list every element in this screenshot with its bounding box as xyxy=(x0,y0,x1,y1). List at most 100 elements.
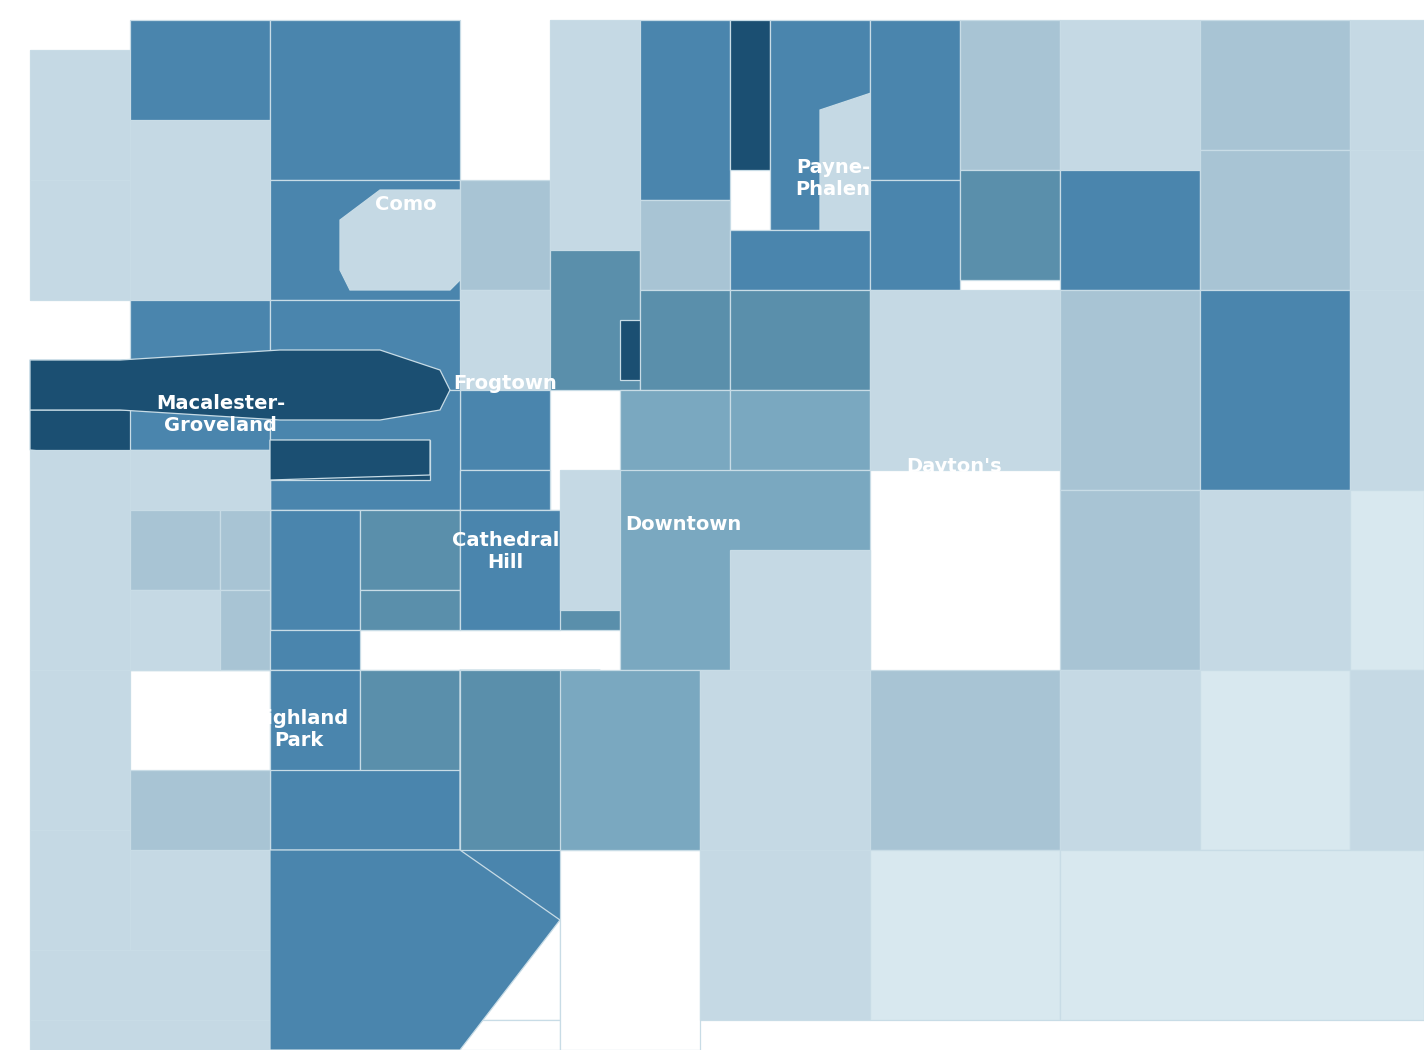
Polygon shape xyxy=(560,670,701,850)
Polygon shape xyxy=(271,510,460,630)
Polygon shape xyxy=(30,180,169,300)
Polygon shape xyxy=(271,20,460,180)
Polygon shape xyxy=(619,390,731,510)
Polygon shape xyxy=(219,510,271,590)
Polygon shape xyxy=(30,1020,271,1050)
Polygon shape xyxy=(731,230,870,290)
Polygon shape xyxy=(271,390,460,510)
Polygon shape xyxy=(360,670,460,770)
Polygon shape xyxy=(360,590,460,630)
Polygon shape xyxy=(30,350,450,420)
Text: Highland
Park: Highland Park xyxy=(251,709,347,751)
Polygon shape xyxy=(550,20,639,250)
Text: Macalester-
Groveland: Macalester- Groveland xyxy=(157,394,285,436)
Polygon shape xyxy=(460,1020,560,1050)
Polygon shape xyxy=(1059,20,1200,170)
Polygon shape xyxy=(130,450,271,670)
Polygon shape xyxy=(870,290,1059,470)
Polygon shape xyxy=(731,390,870,470)
Polygon shape xyxy=(639,200,731,290)
Polygon shape xyxy=(271,180,460,300)
Polygon shape xyxy=(460,920,560,1020)
Polygon shape xyxy=(1059,170,1200,290)
Polygon shape xyxy=(271,630,360,670)
Polygon shape xyxy=(460,180,550,290)
Polygon shape xyxy=(30,670,130,830)
Polygon shape xyxy=(130,770,271,850)
Polygon shape xyxy=(271,850,460,950)
Polygon shape xyxy=(1059,290,1200,490)
Polygon shape xyxy=(1059,850,1424,1020)
Polygon shape xyxy=(1200,490,1350,670)
Polygon shape xyxy=(130,20,271,120)
Polygon shape xyxy=(960,20,1059,170)
Polygon shape xyxy=(30,410,271,470)
Polygon shape xyxy=(1350,490,1424,670)
Polygon shape xyxy=(1200,20,1350,150)
Polygon shape xyxy=(870,850,1059,1020)
Polygon shape xyxy=(731,290,870,390)
Polygon shape xyxy=(1350,150,1424,290)
Polygon shape xyxy=(1200,290,1350,490)
Polygon shape xyxy=(460,470,550,510)
Text: Frogtown: Frogtown xyxy=(454,374,557,393)
Polygon shape xyxy=(360,670,600,920)
Polygon shape xyxy=(731,550,870,670)
Polygon shape xyxy=(460,290,550,390)
Polygon shape xyxy=(731,20,770,170)
Polygon shape xyxy=(460,390,550,470)
Polygon shape xyxy=(460,470,550,510)
Polygon shape xyxy=(130,120,271,300)
Polygon shape xyxy=(30,830,130,950)
Polygon shape xyxy=(340,190,470,290)
Polygon shape xyxy=(271,300,460,390)
Polygon shape xyxy=(271,670,460,850)
Polygon shape xyxy=(560,850,701,1050)
Polygon shape xyxy=(1059,670,1200,850)
Polygon shape xyxy=(701,850,870,1020)
Polygon shape xyxy=(550,250,639,390)
Polygon shape xyxy=(870,180,960,290)
Polygon shape xyxy=(130,450,271,550)
Polygon shape xyxy=(130,590,219,670)
Polygon shape xyxy=(1350,670,1424,850)
Polygon shape xyxy=(130,510,219,590)
Polygon shape xyxy=(30,50,130,180)
Polygon shape xyxy=(960,170,1059,280)
Polygon shape xyxy=(460,670,600,850)
Polygon shape xyxy=(30,350,420,410)
Polygon shape xyxy=(1200,670,1350,850)
Polygon shape xyxy=(130,850,271,950)
Polygon shape xyxy=(1059,490,1200,670)
Polygon shape xyxy=(271,850,560,1050)
Polygon shape xyxy=(271,850,460,1020)
Polygon shape xyxy=(639,290,731,390)
Polygon shape xyxy=(1350,20,1424,150)
Polygon shape xyxy=(130,300,271,450)
Polygon shape xyxy=(560,470,639,610)
Polygon shape xyxy=(701,670,870,850)
Polygon shape xyxy=(360,510,460,590)
Text: Cathedral
Hill: Cathedral Hill xyxy=(451,530,560,572)
Polygon shape xyxy=(619,320,681,380)
Polygon shape xyxy=(271,440,430,480)
Polygon shape xyxy=(1350,290,1424,490)
Polygon shape xyxy=(820,90,960,230)
Text: Payne-
Phalen: Payne- Phalen xyxy=(796,158,870,200)
Polygon shape xyxy=(770,20,870,230)
Polygon shape xyxy=(639,20,731,200)
Text: Downtown: Downtown xyxy=(625,516,742,534)
Text: Dayton's
Bluff: Dayton's Bluff xyxy=(906,457,1002,499)
Polygon shape xyxy=(460,510,619,630)
Polygon shape xyxy=(130,550,271,670)
Polygon shape xyxy=(271,440,430,480)
Polygon shape xyxy=(460,510,560,630)
Polygon shape xyxy=(619,470,870,670)
Polygon shape xyxy=(870,20,960,180)
Polygon shape xyxy=(271,1020,460,1050)
Text: Como: Como xyxy=(375,195,437,214)
Polygon shape xyxy=(870,670,1059,850)
Polygon shape xyxy=(30,950,271,1020)
Polygon shape xyxy=(271,670,360,770)
Polygon shape xyxy=(219,590,271,670)
